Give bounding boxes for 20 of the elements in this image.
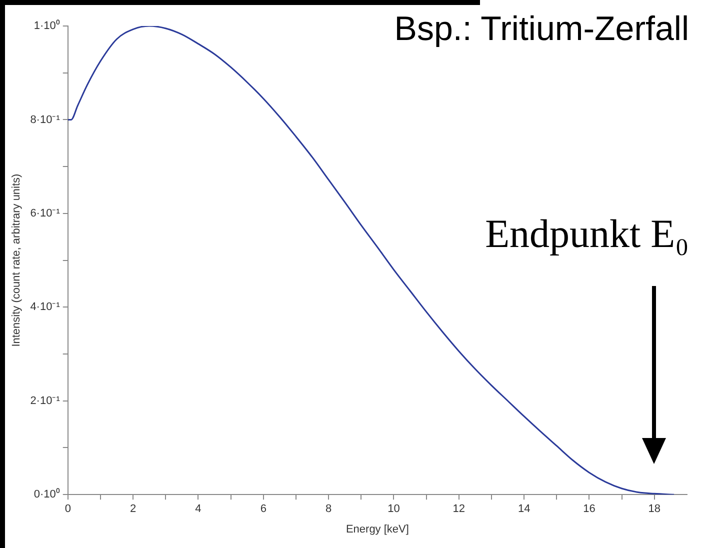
- x-tick-label: 6: [260, 503, 266, 516]
- y-tick-label: 1·10⁰: [34, 19, 60, 32]
- y-tick-label: 6·10⁻¹: [30, 207, 60, 220]
- x-tick-label: 2: [130, 503, 136, 516]
- x-tick-label: 0: [64, 503, 71, 516]
- chart-title: Bsp.: Tritium-Zerfall: [394, 10, 689, 49]
- x-tick-label: 12: [452, 503, 466, 516]
- x-tick-label: 10: [388, 503, 400, 516]
- annotation: Endpunkt E₀: [485, 210, 689, 257]
- x-tick-label: 16: [583, 503, 596, 516]
- x-tick-label: 8: [326, 503, 332, 516]
- y-tick-label: 2·10⁻¹: [30, 394, 60, 407]
- y-tick-label: 8·10⁻¹: [30, 114, 60, 126]
- x-tick-label: 18: [648, 503, 661, 516]
- x-tick-label: 14: [518, 503, 530, 516]
- y-tick-label: 0·10⁰: [34, 488, 60, 501]
- x-tick-label: 4: [195, 503, 202, 516]
- y-axis-title: Intensity (count rate, arbitrary units): [10, 174, 23, 347]
- y-tick-label: 4·10⁻¹: [30, 301, 60, 314]
- x-axis-title: Energy [keV]: [346, 523, 409, 536]
